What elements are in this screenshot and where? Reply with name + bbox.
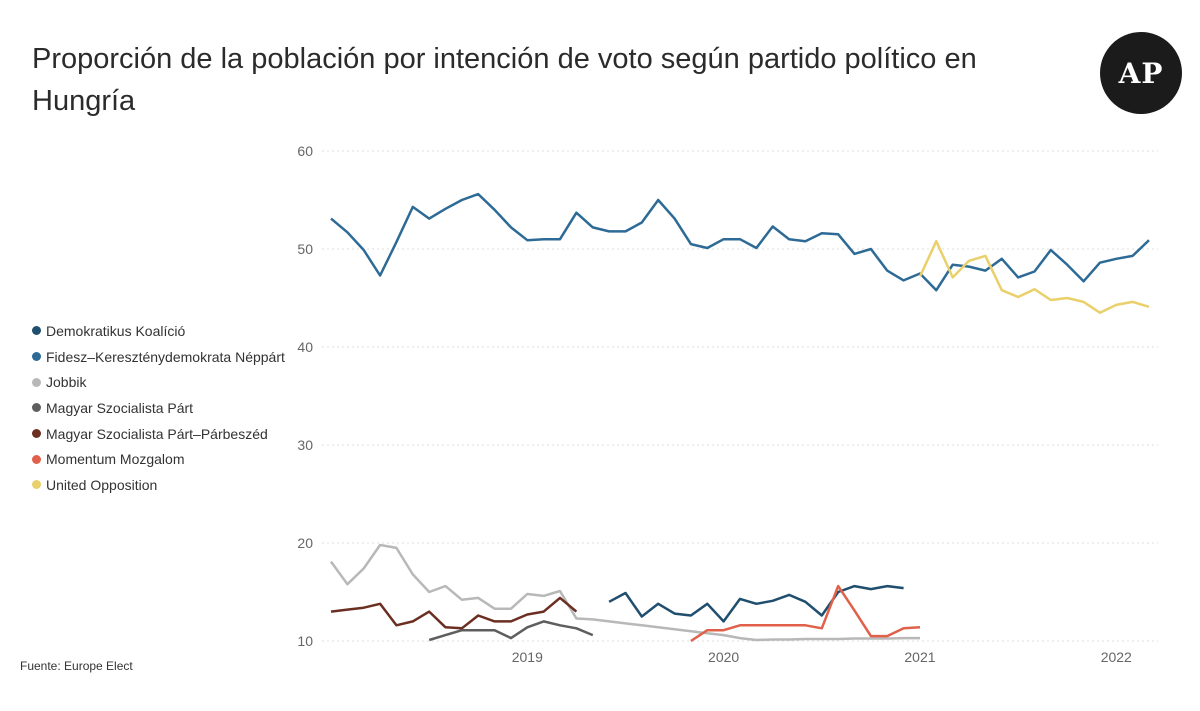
series-line — [918, 239, 1150, 314]
series-line — [428, 620, 594, 642]
legend-label: Magyar Szocialista Párt–Párbeszéd — [46, 425, 268, 442]
series-line — [608, 584, 904, 623]
legend-item[interactable]: United Opposition — [32, 472, 285, 498]
legend-label: United Opposition — [46, 476, 158, 493]
series-lines — [329, 192, 1150, 643]
x-axis: 2019 2020 2021 2022 — [512, 649, 1132, 665]
x-tick-label: 2019 — [512, 649, 543, 665]
series-6 — [918, 239, 1150, 314]
y-tick-label: 40 — [297, 339, 313, 355]
source-note: Fuente: Europe Elect — [20, 659, 133, 673]
legend-label: Demokratikus Koalíció — [46, 322, 186, 339]
legend-marker — [32, 429, 41, 439]
y-tick-label: 10 — [297, 633, 313, 649]
series-line — [330, 596, 578, 630]
legend-marker — [32, 454, 41, 464]
legend-item[interactable]: Magyar Szocialista Párt–Párbeszéd — [32, 421, 285, 447]
legend-item[interactable]: Fidesz–Kereszténydemokrata Néppárt — [32, 344, 285, 370]
series-4 — [330, 596, 578, 630]
legend-marker — [32, 352, 41, 362]
legend-label: Fidesz–Kereszténydemokrata Néppárt — [46, 348, 285, 365]
legend-marker — [32, 326, 41, 336]
y-tick-label: 30 — [297, 437, 313, 453]
y-tick-label: 20 — [297, 535, 313, 551]
ap-logo: AP — [1100, 32, 1182, 114]
y-tick-label: 60 — [297, 143, 313, 159]
legend-marker — [32, 480, 41, 490]
legend-label: Momentum Mozgalom — [46, 451, 185, 468]
series-line — [330, 192, 1150, 292]
series-1 — [330, 192, 1150, 292]
series-5 — [690, 584, 921, 643]
legend-marker — [32, 377, 41, 387]
page-title: Proporción de la población por intención… — [32, 43, 977, 117]
legend-item[interactable]: Momentum Mozgalom — [32, 446, 285, 472]
x-tick-label: 2020 — [708, 649, 739, 665]
series-line — [329, 543, 920, 642]
legend: Demokratikus Koalíció Fidesz–Keresztényde… — [32, 318, 285, 498]
x-tick-label: 2021 — [904, 649, 935, 665]
legend-label: Jobbik — [46, 374, 87, 391]
legend-item[interactable]: Demokratikus Koalíció — [32, 318, 285, 344]
y-axis: 10 20 30 40 50 60 — [297, 143, 313, 649]
legend-marker — [32, 403, 41, 413]
legend-label: Magyar Szocialista Párt — [46, 399, 194, 416]
legend-item[interactable]: Jobbik — [32, 369, 285, 395]
x-tick-label: 2022 — [1101, 649, 1132, 665]
series-3 — [428, 620, 594, 642]
series-line — [690, 584, 921, 643]
series-0 — [608, 584, 904, 623]
legend-item[interactable]: Magyar Szocialista Párt — [32, 395, 285, 421]
y-tick-label: 50 — [297, 241, 313, 257]
gridlines — [322, 150, 1158, 642]
series-2 — [329, 543, 920, 642]
